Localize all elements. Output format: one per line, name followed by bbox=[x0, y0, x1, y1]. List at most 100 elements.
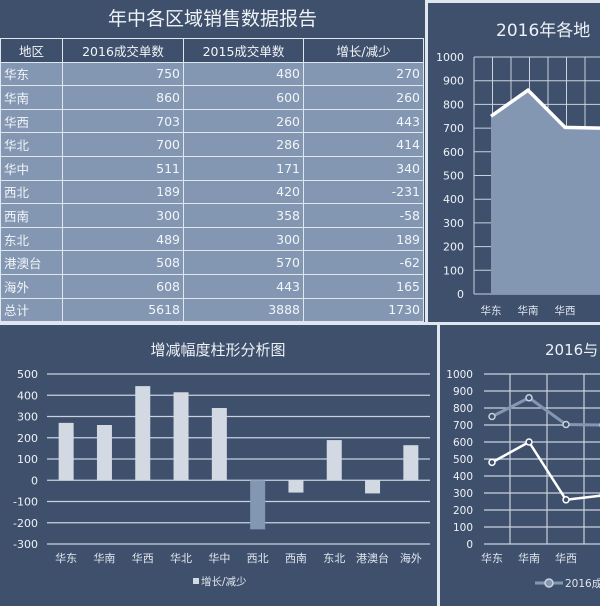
sales-table: 地区 2016成交单数 2015成交单数 增长/减少 华东 750 480 270 华南 860 6… bbox=[0, 38, 424, 322]
bar bbox=[365, 480, 381, 494]
y-tick-label: 400 bbox=[443, 193, 464, 206]
y-tick-label: 300 bbox=[17, 411, 38, 424]
table-cell: 西北 bbox=[0, 179, 63, 205]
table-cell: 414 bbox=[303, 132, 424, 157]
y-tick-label: 700 bbox=[443, 122, 464, 135]
bar bbox=[173, 392, 189, 481]
table-cell: 340 bbox=[303, 155, 424, 181]
x-tick-label: 东北 bbox=[323, 552, 345, 565]
x-tick-label: 海外 bbox=[400, 551, 422, 565]
y-tick-label: 0 bbox=[31, 474, 38, 487]
y-tick-label: 400 bbox=[453, 471, 473, 483]
table-cell: 总计 bbox=[0, 297, 63, 322]
table-cell: 3888 bbox=[183, 297, 304, 322]
column-header: 地区 bbox=[0, 38, 63, 63]
table-cell: 海外 bbox=[0, 273, 63, 299]
y-tick-label: 800 bbox=[453, 403, 473, 415]
y-tick-label: 500 bbox=[443, 170, 464, 183]
table-cell: 570 bbox=[183, 250, 304, 275]
area-chart-panel: 2016年各地 0 100 200 300 400 500 600 700 800 900 1000 华… bbox=[428, 3, 600, 322]
x-tick-label: 华南 bbox=[93, 551, 115, 565]
x-tick-label: 西北 bbox=[247, 552, 269, 565]
table-row: 总计 5618 3888 1730 bbox=[0, 297, 424, 322]
x-tick-label: 华北 bbox=[170, 551, 192, 565]
table-cell: 300 bbox=[183, 226, 304, 252]
table-cell: 286 bbox=[183, 132, 304, 157]
line-chart-panel: 2016与 0 100 200 300 400 500 600 700 800 900 1000 华东 华… bbox=[440, 325, 600, 606]
table-row: 西北 189 420 -231 bbox=[0, 179, 424, 205]
data-point bbox=[562, 496, 570, 504]
area-line bbox=[489, 87, 600, 130]
series-line bbox=[491, 396, 600, 427]
table-cell: 东北 bbox=[0, 226, 63, 252]
table-cell: 300 bbox=[62, 203, 184, 228]
y-tick-label: 1000 bbox=[446, 369, 473, 381]
y-tick-label: 900 bbox=[443, 75, 464, 88]
table-cell: 171 bbox=[183, 155, 304, 181]
table-row: 西南 300 358 -58 bbox=[0, 203, 424, 228]
y-tick-label: 100 bbox=[17, 453, 38, 466]
legend-swatch bbox=[193, 578, 199, 584]
table-row: 华北 700 286 414 bbox=[0, 132, 424, 157]
table-cell: 511 bbox=[62, 155, 184, 181]
bar bbox=[96, 425, 112, 481]
data-point bbox=[525, 394, 533, 402]
table-cell: 260 bbox=[183, 108, 304, 134]
table-cell: 703 bbox=[62, 108, 184, 134]
bar bbox=[135, 386, 151, 481]
x-tick-label: 港澳台 bbox=[356, 551, 389, 565]
y-tick-label: 1000 bbox=[436, 51, 464, 64]
data-point bbox=[525, 438, 533, 446]
y-tick-label: -200 bbox=[13, 517, 38, 530]
table-cell: 189 bbox=[62, 179, 184, 205]
y-tick-label: -300 bbox=[13, 538, 38, 551]
bar bbox=[211, 408, 227, 481]
table-row: 东北 489 300 189 bbox=[0, 226, 424, 252]
x-tick-label: 华西 bbox=[555, 304, 576, 317]
x-tick-label: 华南 bbox=[518, 551, 540, 565]
column-header: 2015成交单数 bbox=[183, 38, 304, 63]
y-tick-label: 200 bbox=[17, 432, 38, 445]
y-tick-label: 200 bbox=[443, 241, 464, 254]
y-tick-label: 300 bbox=[443, 217, 464, 230]
table-cell: 750 bbox=[62, 61, 184, 87]
x-tick-label: 华东 bbox=[481, 304, 502, 317]
bar-chart-panel: 增减幅度柱形分析图 -300 -200 -100 0 100 200 300 400 500 华东 华… bbox=[0, 325, 437, 606]
y-tick-label: 600 bbox=[443, 146, 464, 159]
table-cell: 1730 bbox=[303, 297, 424, 322]
legend-label: 增长/减少 bbox=[201, 575, 247, 588]
table-cell: 480 bbox=[183, 61, 304, 87]
chart-title: 2016年各地 bbox=[496, 21, 590, 41]
table-cell: 华西 bbox=[0, 108, 63, 134]
table-cell: 西南 bbox=[0, 203, 63, 228]
bar bbox=[250, 480, 266, 530]
y-tick-label: 800 bbox=[443, 98, 464, 111]
table-row: 华南 860 600 260 bbox=[0, 85, 424, 110]
table-cell: -231 bbox=[303, 179, 424, 205]
column-header: 2016成交单数 bbox=[62, 38, 184, 63]
legend-marker bbox=[544, 578, 554, 588]
y-tick-label: 0 bbox=[466, 539, 473, 551]
table-cell: 860 bbox=[62, 85, 184, 110]
table-cell: 5618 bbox=[62, 297, 184, 322]
y-tick-label: -100 bbox=[13, 496, 38, 509]
y-tick-label: 400 bbox=[17, 389, 38, 402]
data-point bbox=[562, 420, 570, 429]
table-row: 华东 750 480 270 bbox=[0, 61, 424, 87]
table-row: 华中 511 171 340 bbox=[0, 155, 424, 181]
y-tick-label: 600 bbox=[453, 437, 473, 449]
table-cell: 608 bbox=[62, 273, 184, 299]
x-tick-label: 华西 bbox=[132, 551, 154, 565]
table-cell: 189 bbox=[303, 226, 424, 252]
table-row: 华西 703 260 443 bbox=[0, 108, 424, 134]
table-cell: 443 bbox=[303, 108, 424, 134]
bar bbox=[326, 440, 342, 481]
table-cell: 600 bbox=[183, 85, 304, 110]
table-cell: 港澳台 bbox=[0, 250, 63, 275]
table-row: 港澳台 508 570 -62 bbox=[0, 250, 424, 275]
table-cell: -62 bbox=[303, 250, 424, 275]
table-cell: 420 bbox=[183, 179, 304, 205]
column-header: 增长/减少 bbox=[303, 38, 424, 63]
table-cell: 165 bbox=[303, 273, 424, 299]
y-tick-label: 300 bbox=[453, 488, 473, 500]
